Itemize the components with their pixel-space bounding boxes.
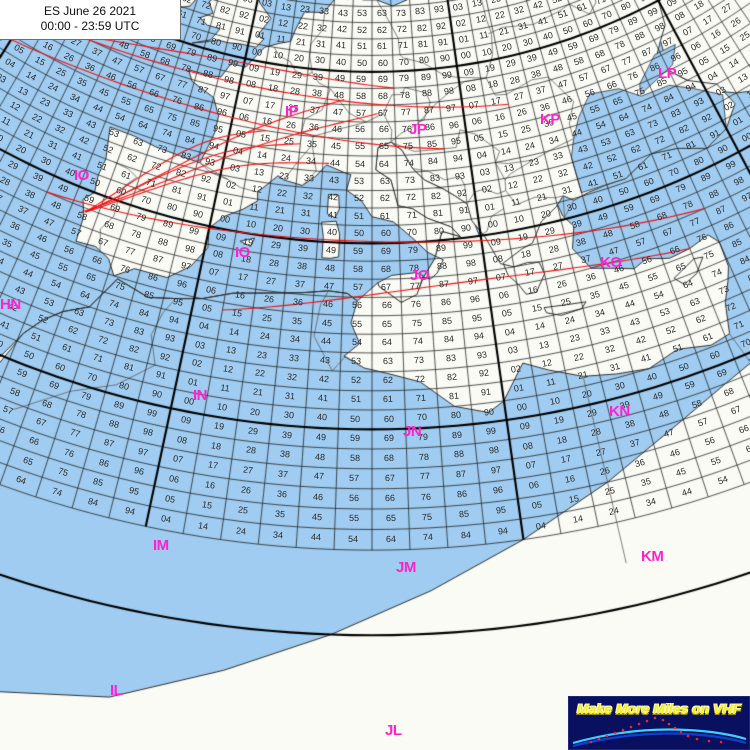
title-time-line: 00:00 - 23:59 UTC bbox=[40, 19, 140, 33]
vhf-banner[interactable]: Make More Miles on VHF bbox=[568, 696, 750, 750]
field-label-im: IM bbox=[153, 537, 169, 554]
field-label-km: KM bbox=[641, 548, 664, 565]
banner-arc-graphic bbox=[569, 715, 749, 749]
field-label-kp: KP bbox=[540, 111, 560, 128]
field-label-jo: JO bbox=[410, 267, 430, 284]
title-date-line: ES June 26 2021 bbox=[43, 4, 137, 18]
title-box: ES June 26 2021 00:00 - 23:59 UTC bbox=[0, 0, 181, 40]
banner-text: Make More Miles on VHF bbox=[576, 701, 742, 717]
field-label-lp: LP bbox=[658, 65, 677, 82]
field-label-in: IN bbox=[193, 387, 208, 404]
field-label-jp: JP bbox=[409, 121, 427, 138]
field-label-ko: KO bbox=[600, 254, 622, 271]
field-label-io: IO bbox=[235, 244, 250, 261]
field-label-jm: JM bbox=[396, 559, 416, 576]
field-label-jn: JN bbox=[403, 423, 422, 440]
field-label-jl: JL bbox=[385, 722, 402, 739]
field-label-il: IL bbox=[110, 682, 123, 699]
field-label-kn: KN bbox=[609, 403, 630, 420]
field-label-hn: HN bbox=[0, 296, 21, 313]
field-label-io: IO bbox=[74, 167, 89, 184]
field-label-ip: IP bbox=[285, 103, 299, 120]
